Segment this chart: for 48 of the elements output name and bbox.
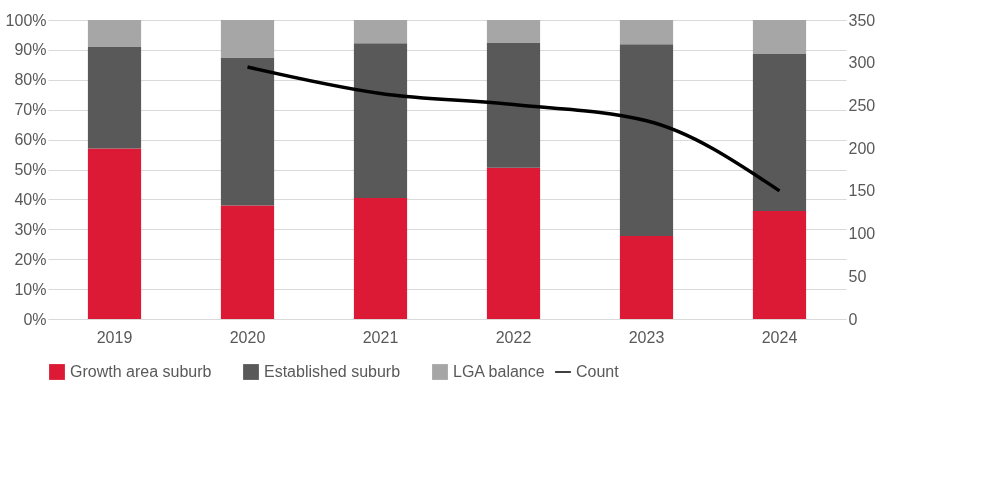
bar [619,235,674,319]
y2-tick-label: 350 [848,11,876,29]
bar [486,167,541,319]
y-tick-label: 50% [14,161,47,178]
y2-tick-label: 0 [848,310,858,328]
y2-tick-label: 300 [848,54,876,72]
bar [752,211,807,319]
x-tick-label: 2024 [761,328,798,346]
y-tick-label: 0% [23,310,47,328]
bar [353,20,408,44]
bar [87,20,142,47]
bar [87,46,142,149]
y-tick-label: 80% [14,71,47,89]
line-series [245,65,782,193]
legend-label: Established suburb [264,363,401,380]
y2-tick-label: 250 [848,96,876,114]
x-tick-label: 2021 [362,328,399,346]
bar [220,57,275,206]
y-tick-label: 90% [14,41,47,59]
x-tick-label: 2019 [96,328,133,346]
x-tick-label: 2023 [628,328,665,346]
y2-tick-label: 50 [848,267,867,285]
y-tick-label: 40% [14,190,47,208]
bar [486,42,541,168]
y-tick-label: 70% [14,101,47,119]
bar [752,54,807,212]
bar [619,20,674,45]
bar [486,20,541,43]
bar [353,43,408,198]
y-tick-label: 20% [14,250,47,268]
bar [220,20,275,58]
bar [87,148,142,319]
bar [220,205,275,319]
legend-label: LGA balance [453,363,545,380]
x-tick-label: 2022 [495,328,532,346]
y2-tick-label: 200 [848,139,876,157]
y-tick-label: 30% [14,220,47,238]
y-tick-label: 60% [14,131,47,149]
x-tick-label: 2020 [229,328,266,346]
bar [619,44,674,236]
y2-tick-label: 150 [848,182,876,200]
legend-label: Growth area suburb [70,363,212,380]
y-tick-label: 10% [14,280,47,298]
legend-label: Count [576,363,620,380]
bar [752,20,807,55]
y2-tick-label: 100 [848,225,876,243]
y-tick-label: 100% [5,11,47,29]
bar [353,197,408,319]
